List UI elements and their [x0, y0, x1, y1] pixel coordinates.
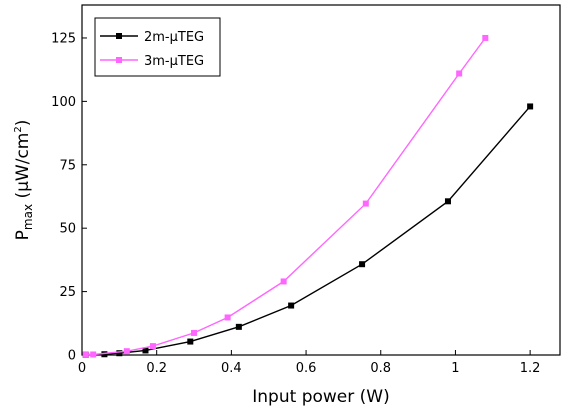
series-2m	[82, 103, 534, 358]
data-point	[362, 200, 369, 207]
y-tick-label: 100	[51, 95, 76, 110]
data-point	[142, 347, 149, 354]
data-point	[288, 302, 295, 309]
y-axis-title-main: P	[13, 230, 33, 240]
legend-label-2m: 2m-µTEG	[144, 30, 204, 45]
x-tick-label: 1.2	[520, 361, 541, 376]
data-point	[123, 348, 130, 355]
series-layer	[82, 34, 534, 358]
series-line	[85, 105, 531, 356]
x-axis-ticks: 0 0.2 0.4 0.6 0.8 1 1.2	[78, 350, 541, 376]
data-point	[359, 261, 366, 268]
y-tick-label: 75	[59, 158, 76, 173]
y-tick-label: 0	[68, 349, 76, 364]
series-3m	[82, 34, 489, 358]
data-point	[527, 103, 534, 110]
data-point	[116, 350, 123, 357]
plot-frame	[81, 4, 561, 356]
x-tick-label: 0.8	[370, 361, 391, 376]
data-point	[187, 338, 194, 345]
y-axis-ticks: 0 25 50 75 100 125	[51, 31, 87, 364]
y-tick-label: 125	[51, 31, 76, 46]
series-line	[85, 37, 486, 356]
y-tick-label: 50	[59, 222, 76, 237]
data-point	[191, 329, 198, 336]
data-point	[235, 323, 242, 330]
y-axis-title: Pmax (μW/cm2)	[13, 120, 35, 241]
x-axis-title: Input power (W)	[252, 387, 389, 407]
x-tick-label: 0.6	[296, 361, 317, 376]
data-point	[482, 34, 489, 41]
y-axis-title-units-sup: 2	[13, 126, 24, 132]
y-tick-label: 25	[59, 285, 76, 300]
data-point	[224, 314, 231, 321]
legend-box	[94, 17, 221, 77]
y-axis-title-units-close: )	[13, 120, 33, 127]
legend: 2m-µTEG 3m-µTEG	[94, 17, 221, 77]
data-point	[444, 198, 451, 205]
legend-marker-3m	[116, 57, 122, 63]
legend-marker-2m	[116, 33, 122, 39]
y-axis-title-units: (μW/cm	[13, 133, 33, 204]
x-tick-label: 0	[78, 361, 86, 376]
x-tick-label: 1	[451, 361, 459, 376]
legend-label-3m: 3m-µTEG	[144, 54, 204, 69]
data-point	[82, 351, 89, 358]
data-point	[90, 351, 97, 358]
data-point	[149, 343, 156, 350]
x-tick-label: 0.4	[221, 361, 242, 376]
data-point	[456, 70, 463, 77]
data-point	[101, 351, 108, 358]
data-point	[280, 278, 287, 285]
y-axis-title-sub: max	[21, 204, 35, 230]
x-tick-label: 0.2	[146, 361, 167, 376]
